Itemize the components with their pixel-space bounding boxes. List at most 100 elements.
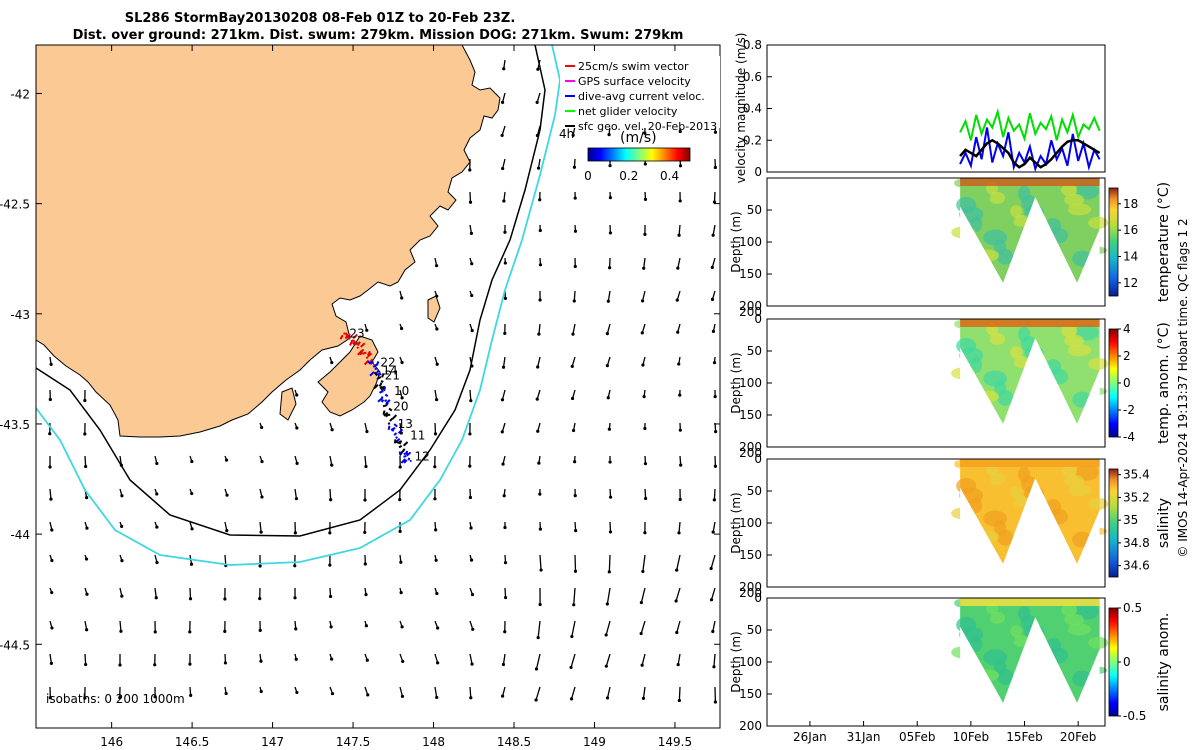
speed-colorbar-tick: 0 [584,169,592,183]
section-texture [1018,185,1031,202]
vector-arrow-head [85,592,89,596]
section-texture [1056,213,1077,222]
track-segment [403,455,407,458]
depth-tick-label: 150 [739,548,762,562]
vector-arrow [676,554,681,571]
section-texture [1002,225,1015,234]
map-xtick-label: 149 [583,735,606,749]
section-texture [1075,603,1100,620]
velocity-series-line [959,107,1101,143]
vector-arrow-head [608,266,612,270]
section-texture [1061,184,1078,197]
vector-arrow-head [224,691,228,696]
vector-arrow-head [538,263,543,267]
vector-arrow-head [711,629,715,634]
track-segment [381,373,385,378]
vector-arrow-head [259,530,263,534]
vector-arrow-head [434,528,438,532]
vector-arrow [329,488,332,500]
glider-track [339,332,412,464]
vector-arrow-head [401,659,405,664]
vector-arrow-head [120,594,124,598]
vector-arrow-head [330,657,334,661]
vector-arrow [643,257,646,269]
vector-arrow-head [190,527,194,531]
track-segment [356,341,361,347]
map-ytick-label: -44 [10,528,30,542]
vector-arrow-head [503,261,507,265]
track-segment [406,451,412,457]
title-line-2: Dist. over ground: 271km. Dist. swum: 27… [73,28,684,43]
track-segment [407,457,411,461]
vector-arrow-head [643,462,648,466]
section-texture [1067,203,1092,216]
land-maria-island [427,295,441,323]
vector-arrow-head [153,630,157,634]
section-texture [1061,465,1078,478]
vector-arrow-head [119,629,123,633]
colorbar-tick-label: 35.2 [1123,490,1150,504]
track-segment [398,444,403,449]
vector-arrow-head [400,360,404,365]
vector-arrow-head [50,528,54,532]
vector-arrow [571,620,576,637]
vector-arrow-head [605,696,610,700]
vector-arrow-head [48,696,52,700]
legend-label: dive-avg current veloc. [578,90,705,103]
vector-arrow-head [500,100,505,104]
vector-arrow-head [225,529,229,533]
section-colorbar [1108,187,1119,297]
vector-arrow-head [295,426,299,430]
track-segment [391,414,398,420]
vector-arrow-head [120,524,124,528]
vector-arrow-head [435,397,439,402]
section-texture [1088,636,1109,649]
vector-arrow-head [676,662,680,667]
depth-tick-label: 100 [739,376,762,390]
vector-arrow [501,92,506,103]
vector-arrow-head [503,595,508,600]
vector-arrow [536,92,541,103]
vector-arrow [608,554,611,572]
section-texture [1032,331,1053,340]
colorbar-tick-label: 0 [1123,376,1131,390]
map-frame [35,44,721,729]
section-texture [1032,610,1053,619]
section-texture [983,649,1008,666]
depth-ylabel: Depth (m) [729,631,743,692]
vector-arrow [469,686,472,698]
vector-arrow [399,686,404,697]
section-texture [956,196,977,213]
track-segment [373,371,378,377]
track-segment [395,436,398,439]
vector-arrow [572,323,576,335]
vector-arrow-head [536,429,540,433]
colorbar-tick-label: 16 [1123,223,1138,237]
track-segment [359,351,363,355]
time-tick-label: 15Feb [1006,730,1043,744]
vector-arrow-head [190,491,194,496]
vector-arrow-head [85,526,89,530]
vector-arrow-head [538,298,542,302]
track-label: 21 [385,368,400,382]
track-segment [393,439,397,444]
vector-arrow-head [49,362,53,366]
vector-arrow [607,290,611,302]
vector-arrow [501,125,506,136]
section-texture [978,343,991,352]
time-tick-label: 05Feb [899,730,936,744]
track-segment [380,399,385,403]
land-bruny-island [279,387,297,421]
section-surface-layer [960,459,1100,467]
vector-arrow-head [48,397,52,402]
colorbar-label: salinity [1156,498,1172,548]
track-segment [378,382,383,387]
colorbar-label: temperature (°C) [1156,182,1172,302]
legend-label: sfc geo. vel. 20-Feb-2013 [578,120,717,133]
vector-arrow [571,356,576,367]
depth-tick-label: 0 [754,591,762,605]
section-texture [1013,355,1030,368]
